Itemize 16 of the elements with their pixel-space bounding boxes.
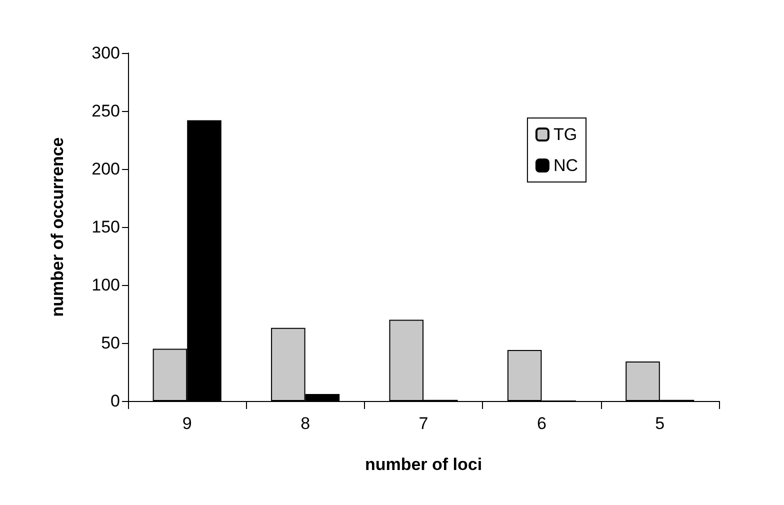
x-tick-label: 5 [655, 414, 665, 433]
y-tick-label: 250 [92, 102, 120, 120]
y-tick-label: 150 [92, 218, 120, 236]
y-tick-label: 200 [92, 160, 120, 178]
legend-label: NC [553, 156, 578, 175]
x-tick-label: 7 [418, 414, 428, 433]
y-tick-label: 0 [110, 392, 120, 410]
legend-label: TG [553, 125, 578, 144]
y-tick-label: 300 [92, 44, 120, 62]
x-axis-title: number of loci [364, 455, 482, 474]
x-tick-label: 6 [536, 414, 546, 433]
x-tick-label: 9 [182, 414, 192, 433]
y-tick-label: 50 [101, 334, 120, 352]
y-axis-title: number of occurrence [48, 137, 67, 317]
x-tick-label: 8 [300, 414, 310, 433]
y-tick-label: 100 [92, 276, 120, 294]
